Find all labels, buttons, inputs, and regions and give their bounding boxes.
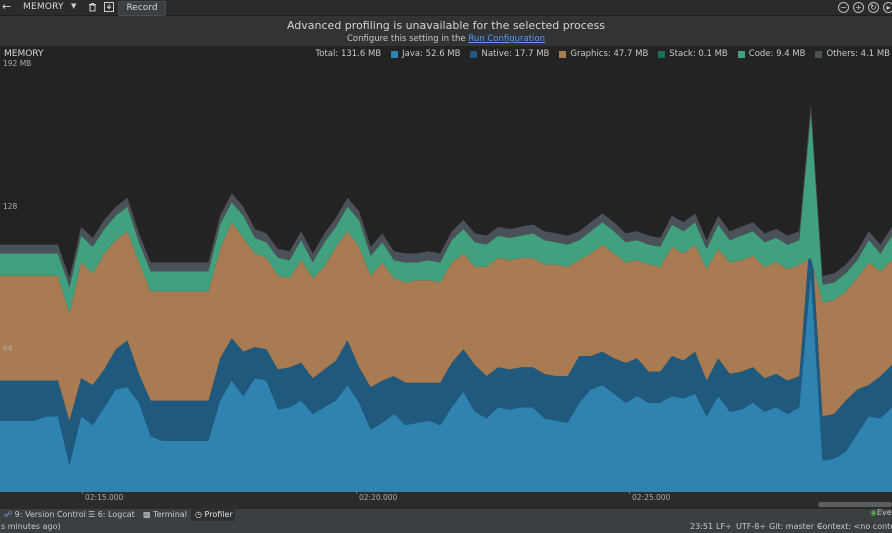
legend-swatch-code	[737, 50, 745, 58]
tool-window-event-log[interactable]: ◉Eve	[870, 508, 892, 521]
legend-swatch-graphics	[559, 50, 567, 58]
x-tick-mark	[82, 490, 83, 494]
caret-position[interactable]: 23:51	[690, 522, 714, 531]
line-separator[interactable]: LF÷	[716, 522, 732, 531]
legend-graphics-text: Graphics: 47.7 MB	[570, 49, 649, 59]
legend-code: Code: 9.4 MB	[737, 49, 806, 59]
status-message: s minutes ago)	[1, 522, 61, 531]
y-tick-label: 64	[3, 344, 13, 353]
legend-graphics: Graphics: 47.7 MB	[559, 49, 648, 59]
legend-swatch-stack	[658, 50, 666, 58]
logcat-icon: ☰	[88, 510, 96, 519]
legend-native: Native: 17.7 MB	[470, 49, 549, 59]
legend-others: Others: 4.1 MB	[815, 49, 890, 59]
profiler-selector-dropdown[interactable]: MEMORY ▼	[18, 0, 84, 15]
banner-title: Advanced profiling is unavailable for th…	[286, 19, 606, 32]
y-tick-label: 128	[3, 202, 18, 211]
file-encoding[interactable]: UTF-8÷	[736, 522, 767, 531]
x-tick-label: 02:15.000	[85, 493, 124, 502]
legend-swatch-java	[391, 50, 399, 58]
series-area-others	[0, 104, 892, 287]
timeline-scrollbar[interactable]	[818, 502, 892, 507]
legend-others-text: Others: 4.1 MB	[826, 49, 890, 59]
tool-window-terminal[interactable]: ▩ Terminal	[143, 510, 187, 519]
tool-window-version-control[interactable]: ☍ 9: Version Control	[4, 510, 86, 519]
event-log-icon: ◉	[870, 508, 877, 517]
back-arrow-icon[interactable]: ←	[2, 0, 12, 13]
terminal-icon: ▩	[143, 510, 151, 519]
profiler-label: Profiler	[204, 510, 233, 519]
go-live-icon[interactable]: ▸	[883, 2, 892, 13]
legend-java: Java: 52.6 MB	[391, 49, 460, 59]
legend-stack-text: Stack: 0.1 MB	[669, 49, 728, 59]
x-tick-label: 02:25.000	[632, 493, 671, 502]
tool-window-logcat[interactable]: ☰ 6: Logcat	[88, 510, 135, 519]
series-area-java	[0, 273, 892, 492]
trash-icon[interactable]	[88, 2, 97, 15]
selector-label: MEMORY	[23, 2, 64, 12]
legend-total: Total: 131.6 MB	[315, 49, 382, 59]
profiler-toolbar	[0, 0, 892, 16]
x-tick-label: 02:20.000	[359, 493, 398, 502]
tool-window-profiler-active-bg	[191, 508, 235, 521]
chart-title: MEMORY	[4, 49, 44, 59]
tool-window-profiler[interactable]: ◷ Profiler	[195, 510, 233, 519]
memory-chart[interactable]	[0, 46, 892, 492]
save-heap-dump-icon[interactable]	[104, 2, 114, 15]
x-tick-mark	[629, 490, 630, 494]
status-bar	[0, 521, 892, 533]
legend-java-text: Java: 52.6 MB	[402, 49, 461, 59]
banner-subtitle: Configure this setting in the Run Config…	[0, 34, 892, 44]
event-log-label: Eve	[876, 508, 892, 517]
git-branch[interactable]: Git: master ÷	[769, 522, 824, 531]
y-tick-label: 192 MB	[3, 59, 32, 68]
chart-legend: Total: 131.6 MB Java: 52.6 MB Native: 17…	[316, 49, 890, 59]
terminal-label: Terminal	[153, 510, 187, 519]
legend-swatch-others	[815, 50, 823, 58]
series-area-graphics	[0, 222, 892, 421]
x-tick-mark	[356, 490, 357, 494]
memory-area-chart-svg	[0, 104, 892, 492]
legend-stack: Stack: 0.1 MB	[658, 49, 728, 59]
profiler-gauge-icon: ◷	[195, 510, 202, 519]
legend-code-text: Code: 9.4 MB	[748, 49, 806, 59]
run-configuration-link[interactable]: Run Configuration	[468, 34, 546, 44]
chevron-down-icon: ▼	[71, 2, 77, 10]
banner-subtitle-text: Configure this setting in the	[346, 34, 466, 44]
legend-native-text: Native: 17.7 MB	[481, 49, 550, 59]
time-axis	[0, 492, 892, 508]
version-control-label: 9: Version Control	[14, 510, 86, 519]
record-button[interactable]: Record	[118, 1, 166, 16]
reset-zoom-icon[interactable]: ↻	[868, 2, 879, 13]
legend-swatch-native	[470, 50, 478, 58]
logcat-label: 6: Logcat	[97, 510, 135, 519]
context-indicator[interactable]: Context: <no context>	[817, 522, 892, 531]
zoom-out-icon[interactable]: −	[838, 2, 849, 13]
version-control-icon: ☍	[4, 510, 13, 519]
advanced-profiling-banner: Advanced profiling is unavailable for th…	[0, 16, 892, 46]
zoom-in-icon[interactable]: +	[853, 2, 864, 13]
